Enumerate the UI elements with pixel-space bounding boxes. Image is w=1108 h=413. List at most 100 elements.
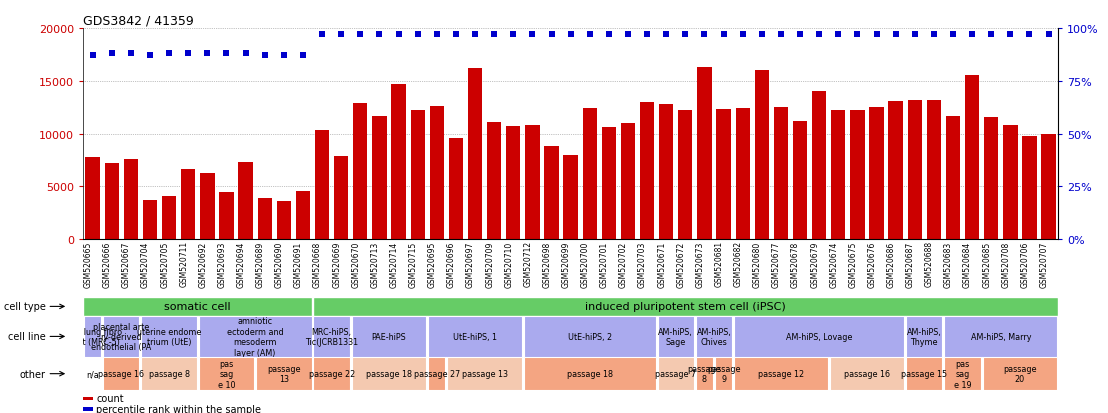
- Text: AM-hiPS, Marry: AM-hiPS, Marry: [971, 332, 1032, 341]
- Text: passage 18: passage 18: [366, 369, 412, 378]
- Bar: [84, 358, 101, 390]
- Text: induced pluripotent stem cell (iPSC): induced pluripotent stem cell (iPSC): [585, 301, 786, 312]
- Bar: [602, 128, 616, 240]
- Text: GSM520708: GSM520708: [1002, 241, 1010, 287]
- Point: [562, 32, 579, 38]
- Text: GSM520705: GSM520705: [161, 241, 170, 287]
- Bar: [946, 116, 961, 240]
- Bar: [524, 316, 656, 357]
- Text: GSM520706: GSM520706: [1020, 241, 1029, 287]
- Text: passage 12: passage 12: [758, 369, 804, 378]
- Text: GSM520704: GSM520704: [141, 241, 150, 287]
- Text: GSM520713: GSM520713: [370, 241, 379, 287]
- Point: [141, 53, 158, 59]
- Text: GSM520679: GSM520679: [810, 241, 819, 287]
- Bar: [773, 108, 788, 240]
- Bar: [488, 123, 501, 240]
- Text: other: other: [20, 369, 45, 379]
- Text: GSM520694: GSM520694: [237, 241, 246, 287]
- Bar: [410, 111, 424, 240]
- Point: [753, 32, 771, 38]
- Point: [619, 32, 637, 38]
- Point: [657, 32, 675, 38]
- Bar: [219, 192, 234, 240]
- Bar: [103, 358, 140, 390]
- Point: [830, 32, 848, 38]
- Bar: [353, 104, 368, 240]
- Bar: [449, 138, 463, 240]
- Bar: [870, 108, 884, 240]
- Bar: [84, 316, 101, 357]
- Bar: [696, 316, 732, 357]
- Bar: [391, 85, 406, 240]
- Bar: [314, 316, 350, 357]
- Bar: [351, 358, 427, 390]
- Bar: [238, 163, 253, 240]
- Text: GSM520710: GSM520710: [504, 241, 513, 287]
- Bar: [428, 316, 522, 357]
- Bar: [544, 147, 558, 240]
- Text: AM-hiPS,
Thyme: AM-hiPS, Thyme: [907, 327, 942, 346]
- Text: GSM520688: GSM520688: [925, 241, 934, 287]
- Point: [810, 32, 828, 38]
- Bar: [812, 92, 827, 240]
- Bar: [277, 202, 291, 240]
- Text: amniotic
ectoderm and
mesoderm
layer (AM): amniotic ectoderm and mesoderm layer (AM…: [227, 316, 284, 357]
- Point: [237, 51, 255, 57]
- Bar: [201, 173, 215, 240]
- Point: [1039, 32, 1057, 38]
- Bar: [83, 408, 93, 411]
- Point: [677, 32, 695, 38]
- Bar: [257, 199, 271, 240]
- Text: n/a: n/a: [86, 369, 99, 378]
- Point: [791, 32, 809, 38]
- Text: GSM520683: GSM520683: [944, 241, 953, 287]
- Bar: [735, 316, 904, 357]
- Point: [370, 32, 388, 38]
- Text: GSM520686: GSM520686: [886, 241, 895, 287]
- Bar: [198, 358, 254, 390]
- Bar: [640, 102, 654, 240]
- Bar: [620, 124, 635, 240]
- Point: [351, 32, 369, 38]
- Bar: [181, 170, 195, 240]
- Text: GSM520699: GSM520699: [562, 241, 571, 287]
- Text: GDS3842 / 41359: GDS3842 / 41359: [83, 15, 194, 28]
- Text: GSM520700: GSM520700: [581, 241, 589, 287]
- Text: GSM520701: GSM520701: [599, 241, 609, 287]
- Point: [601, 32, 618, 38]
- Bar: [850, 111, 864, 240]
- Text: GSM520684: GSM520684: [963, 241, 972, 287]
- Bar: [104, 164, 119, 240]
- Text: MRC-hiPS,
Tic(JCRB1331: MRC-hiPS, Tic(JCRB1331: [305, 327, 358, 346]
- Text: GSM520690: GSM520690: [275, 241, 284, 287]
- Text: GSM520712: GSM520712: [523, 241, 532, 287]
- Point: [963, 32, 981, 38]
- Text: GSM520676: GSM520676: [868, 241, 876, 287]
- Bar: [564, 155, 577, 240]
- Text: GSM520665: GSM520665: [84, 241, 93, 287]
- Point: [581, 32, 598, 38]
- Text: passage 16: passage 16: [844, 369, 890, 378]
- Text: GSM520678: GSM520678: [791, 241, 800, 287]
- Bar: [906, 358, 943, 390]
- Bar: [334, 157, 348, 240]
- Bar: [944, 358, 981, 390]
- Point: [409, 32, 427, 38]
- Text: GSM520669: GSM520669: [332, 241, 341, 287]
- Bar: [468, 69, 482, 240]
- Text: passage
8: passage 8: [688, 364, 721, 383]
- Bar: [983, 358, 1057, 390]
- Point: [925, 32, 943, 38]
- Bar: [83, 397, 93, 401]
- Bar: [428, 358, 445, 390]
- Text: GSM520675: GSM520675: [849, 241, 858, 287]
- Bar: [85, 157, 100, 240]
- Point: [84, 53, 102, 59]
- Point: [332, 32, 350, 38]
- Text: UtE-hiPS, 2: UtE-hiPS, 2: [567, 332, 612, 341]
- Point: [466, 32, 484, 38]
- Point: [849, 32, 866, 38]
- Bar: [984, 117, 998, 240]
- Bar: [524, 358, 656, 390]
